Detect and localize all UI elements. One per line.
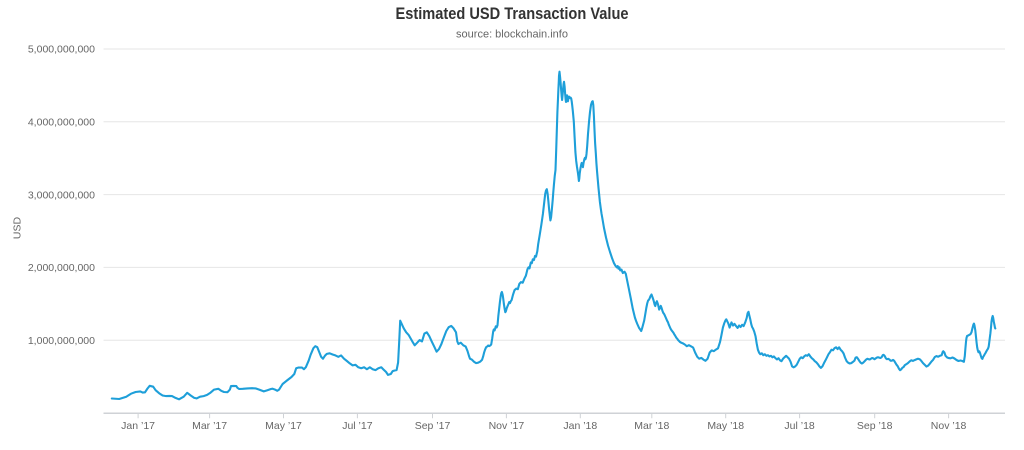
svg-text:Jan ’17: Jan ’17 — [121, 420, 155, 432]
svg-text:Nov ’18: Nov ’18 — [931, 420, 967, 432]
svg-text:Sep ’17: Sep ’17 — [415, 420, 451, 432]
svg-text:1,000,000,000: 1,000,000,000 — [28, 335, 95, 347]
svg-text:Mar ’18: Mar ’18 — [634, 420, 669, 432]
svg-text:May ’18: May ’18 — [707, 420, 744, 432]
svg-text:Estimated USD Transaction Valu: Estimated USD Transaction Value — [396, 5, 629, 23]
svg-text:Jan ’18: Jan ’18 — [563, 420, 597, 432]
svg-text:Jul ’18: Jul ’18 — [784, 420, 815, 432]
svg-text:May ’17: May ’17 — [265, 420, 302, 432]
svg-text:Sep ’18: Sep ’18 — [857, 420, 893, 432]
svg-text:source: blockchain.info: source: blockchain.info — [456, 29, 568, 41]
svg-text:Nov ’17: Nov ’17 — [489, 420, 525, 432]
svg-text:5,000,000,000: 5,000,000,000 — [28, 44, 95, 56]
svg-text:3,000,000,000: 3,000,000,000 — [28, 189, 95, 201]
svg-text:4,000,000,000: 4,000,000,000 — [28, 117, 95, 129]
svg-text:USD: USD — [12, 216, 24, 239]
svg-text:Mar ’17: Mar ’17 — [192, 420, 227, 432]
svg-text:2,000,000,000: 2,000,000,000 — [28, 262, 95, 274]
svg-text:Jul ’17: Jul ’17 — [342, 420, 373, 432]
